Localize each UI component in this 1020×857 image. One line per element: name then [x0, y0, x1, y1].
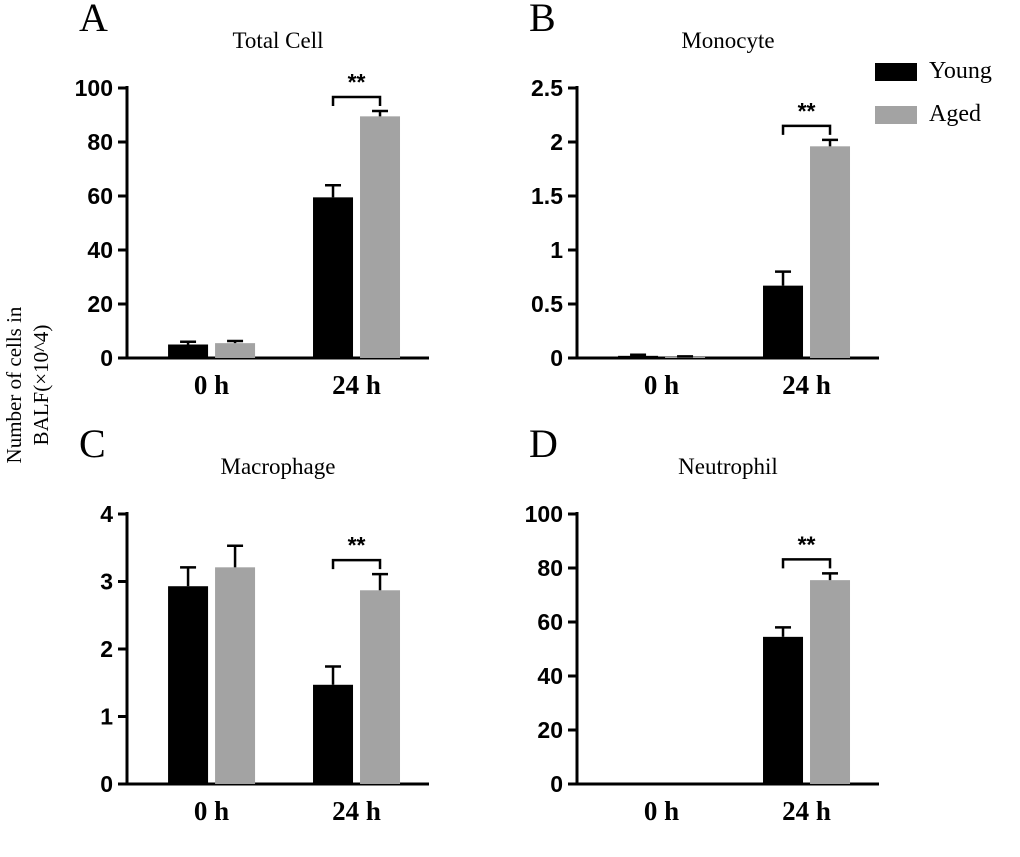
svg-text:0 h: 0 h	[644, 796, 679, 826]
y-axis-label: Number of cells in BALF(×10^4)	[1, 270, 59, 500]
svg-text:2: 2	[550, 129, 563, 155]
legend-item-young: Young	[875, 58, 992, 85]
bar-chart-macrophage: 0 1 2 3 4 0 h 24 h **	[100, 501, 429, 826]
svg-text:**: **	[798, 531, 816, 557]
svg-text:100: 100	[75, 75, 113, 101]
chart-title-total-cell: Total Cell	[232, 28, 324, 53]
svg-text:0: 0	[550, 345, 563, 371]
svg-text:**: **	[798, 98, 816, 124]
svg-text:2: 2	[100, 636, 113, 662]
y-axis-label-line2: BALF(×10^4)	[29, 324, 54, 446]
y-axis-label-line1: Number of cells in	[2, 306, 26, 464]
svg-text:0: 0	[100, 771, 113, 797]
panel-macrophage: C Macrophage 0 1 2 3 4 0 h 24 h **	[55, 421, 455, 853]
svg-text:100: 100	[525, 501, 563, 527]
svg-text:60: 60	[87, 183, 113, 209]
bar-chart-neutrophil: 0 20 40 60 80 100 0 h 24 h **	[525, 501, 879, 826]
legend-label-young: Young	[929, 58, 992, 84]
svg-text:24 h: 24 h	[782, 796, 831, 826]
svg-text:1: 1	[550, 237, 563, 263]
svg-text:80: 80	[537, 555, 563, 581]
svg-text:**: **	[348, 69, 366, 95]
panel-letter-b: B	[529, 0, 556, 40]
svg-text:24 h: 24 h	[782, 370, 831, 400]
svg-text:0 h: 0 h	[194, 796, 229, 826]
svg-text:0.5: 0.5	[531, 291, 563, 317]
svg-text:40: 40	[87, 237, 113, 263]
chart-title-macrophage: Macrophage	[220, 454, 336, 479]
svg-text:20: 20	[537, 717, 563, 743]
chart-title-monocyte: Monocyte	[681, 28, 775, 53]
svg-text:20: 20	[87, 291, 113, 317]
chart-title-neutrophil: Neutrophil	[678, 454, 778, 479]
svg-text:0: 0	[550, 771, 563, 797]
svg-text:**: **	[348, 532, 366, 558]
svg-text:0 h: 0 h	[194, 370, 229, 400]
panel-total-cell: A Total Cell 0 20 40 60 80 100 0 h 24 h **	[55, 0, 455, 427]
legend-label-aged: Aged	[929, 101, 981, 127]
svg-text:3: 3	[100, 569, 113, 595]
young-color-swatch	[875, 62, 917, 81]
panel-letter-a: A	[79, 0, 108, 40]
svg-text:60: 60	[537, 609, 563, 635]
panel-letter-c: C	[79, 421, 106, 466]
svg-text:24 h: 24 h	[332, 796, 381, 826]
panel-monocyte: B Monocyte 0 0.5 1 1.5 2 2.5 0 h 24 h **	[505, 0, 905, 427]
bar-chart-monocyte: 0 0.5 1 1.5 2 2.5 0 h 24 h **	[531, 75, 879, 400]
svg-text:40: 40	[537, 663, 563, 689]
panel-neutrophil: D Neutrophil 0 20 40 60 80 100 0 h 24 h **	[505, 421, 905, 853]
svg-text:2.5: 2.5	[531, 75, 563, 101]
svg-text:4: 4	[100, 501, 113, 527]
svg-text:80: 80	[87, 129, 113, 155]
panel-letter-d: D	[529, 421, 558, 466]
svg-text:1: 1	[100, 704, 113, 730]
legend-item-aged: Aged	[875, 101, 992, 128]
aged-color-swatch	[875, 105, 917, 124]
svg-text:0: 0	[100, 345, 113, 371]
bar-chart-total-cell: 0 20 40 60 80 100 0 h 24 h **	[75, 69, 429, 400]
legend: Young Aged	[875, 58, 992, 144]
svg-text:1.5: 1.5	[531, 183, 563, 209]
svg-text:0 h: 0 h	[644, 370, 679, 400]
svg-text:24 h: 24 h	[332, 370, 381, 400]
